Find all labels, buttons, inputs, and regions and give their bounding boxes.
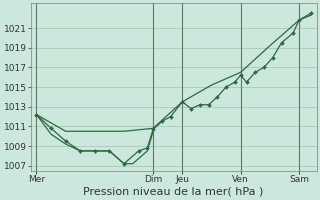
X-axis label: Pression niveau de la mer( hPa ): Pression niveau de la mer( hPa ) [84, 187, 264, 197]
